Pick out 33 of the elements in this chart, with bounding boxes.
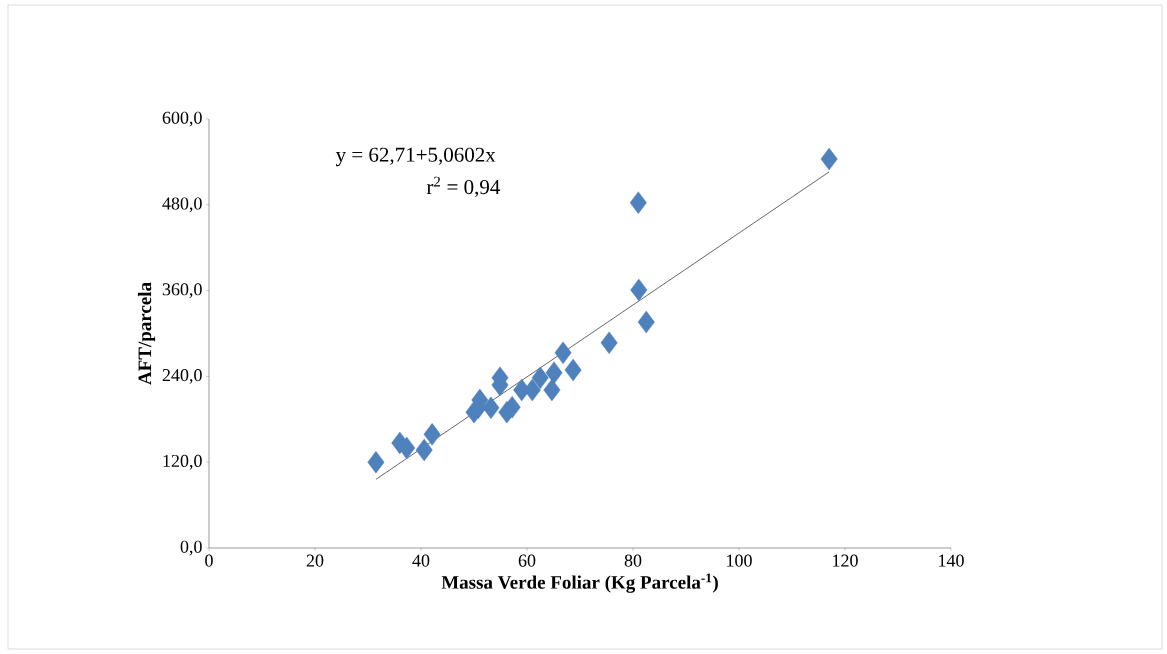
- x-tick-label: 140: [939, 554, 964, 567]
- point: [629, 191, 647, 214]
- point: [531, 366, 549, 390]
- point: [367, 451, 385, 474]
- point: [423, 423, 441, 446]
- point: [637, 310, 655, 334]
- y-tick-label: 0,0: [180, 540, 202, 556]
- y-tick-label: 480,0: [162, 197, 202, 213]
- x-tick-label: 0: [205, 554, 213, 567]
- point: [543, 378, 561, 402]
- y-axis-title: AFT/parcela: [137, 282, 156, 385]
- x-axis-title: Massa Verde Foliar (Kg Parcela$^{-1}$): [441, 573, 718, 593]
- point: [564, 358, 582, 382]
- x-tick-label: 40: [412, 554, 430, 567]
- x-tick-label: 60: [518, 554, 536, 567]
- x-tick-label: 120: [833, 554, 858, 567]
- x-tick-label: 20: [306, 554, 324, 567]
- point: [482, 396, 500, 420]
- point: [545, 361, 563, 385]
- point: [398, 436, 416, 460]
- point: [820, 147, 838, 171]
- point: [415, 438, 433, 462]
- annotation: r$^{2}$ = 0,94: [426, 176, 501, 198]
- annotation: y = 62,71+5,0602x: [335, 147, 496, 167]
- y-tick-label: 120,0: [163, 454, 202, 470]
- point: [630, 278, 648, 302]
- y-tick-label: 360,0: [162, 283, 202, 298]
- point: [554, 341, 572, 364]
- x-tick-label: 80: [624, 554, 642, 567]
- point: [600, 331, 618, 354]
- y-tick-label: 600,0: [162, 111, 202, 127]
- y-tick-label: 240,0: [162, 369, 202, 384]
- x-tick-label: 100: [727, 554, 752, 567]
